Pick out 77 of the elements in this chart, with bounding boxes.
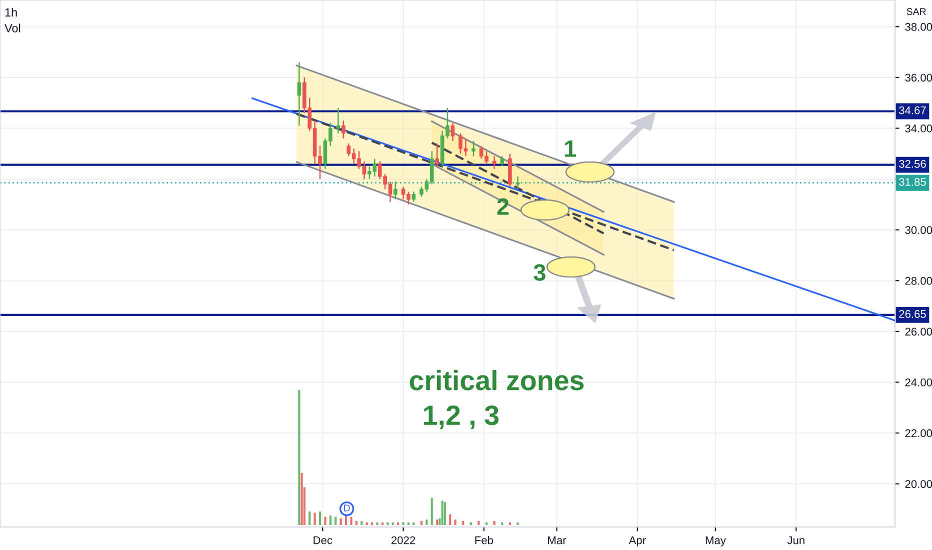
- bar: [420, 520, 423, 525]
- annotation: Vol: [4, 24, 20, 32]
- bar: [430, 498, 433, 525]
- candlestick: [450, 122, 455, 142]
- ref-line-label: 26.65: [899, 310, 926, 318]
- x-tick-label: Dec: [314, 536, 332, 544]
- bar: [308, 512, 311, 525]
- bar: [386, 522, 389, 525]
- bar: [454, 520, 456, 525]
- x-tick-label: Feb: [475, 536, 494, 544]
- y-tick-label: 22.00: [905, 429, 932, 438]
- y-tick-label: 28.00: [905, 276, 932, 285]
- y-tick-label: 30.00: [905, 226, 932, 234]
- y-tick-label: 34.00: [905, 124, 932, 132]
- y-tick-label: 26.00: [905, 328, 932, 336]
- y-tick-label: 20.00: [905, 480, 932, 488]
- bar: [366, 522, 368, 525]
- text: SAR: [906, 8, 926, 16]
- x-tick-label: May: [706, 536, 726, 546]
- bar: [334, 516, 337, 525]
- bar: [412, 522, 415, 525]
- text: 1h: [5, 8, 17, 16]
- y-tick-label: 24.00: [905, 378, 932, 386]
- bar: [441, 500, 444, 525]
- candlestick: [394, 180, 398, 200]
- candlestick: [342, 120, 346, 140]
- annotation: 2: [497, 198, 509, 215]
- bar: [298, 390, 300, 525]
- x-tick-label: Jun: [787, 536, 804, 544]
- bar: [407, 522, 410, 525]
- annotation: D: [344, 504, 350, 512]
- candlestick: [412, 191, 416, 203]
- bar: [444, 502, 446, 525]
- ref-line-label: 34.67: [899, 106, 926, 114]
- bar: [344, 516, 348, 525]
- bar: [462, 520, 464, 525]
- bar: [392, 522, 394, 525]
- bar: [350, 516, 352, 525]
- y-tick-label: 38.00: [905, 22, 932, 31]
- bar: [508, 522, 511, 525]
- candlestick: [435, 142, 440, 167]
- ref-line-label: 31.85: [899, 178, 926, 186]
- annotation: 1: [565, 140, 576, 157]
- bar: [516, 522, 519, 525]
- bar: [470, 522, 472, 525]
- annotation: critical zones: [410, 370, 584, 390]
- bar: [493, 520, 496, 525]
- x-tick-label: Apr: [628, 536, 646, 546]
- bar: [478, 520, 480, 525]
- candlestick: [500, 156, 504, 167]
- bar: [485, 522, 488, 525]
- bar: [449, 514, 452, 525]
- bar: [324, 516, 326, 525]
- bar: [355, 520, 358, 525]
- bar: [300, 473, 303, 525]
- bar: [314, 512, 316, 525]
- ref-line-label: 32.56: [899, 160, 926, 168]
- y-tick-label: 36.00: [905, 74, 932, 82]
- bar: [402, 522, 404, 525]
- bar: [426, 520, 428, 525]
- bar: [371, 522, 374, 525]
- x-tick-label: Mar: [548, 536, 566, 544]
- bar: [318, 512, 322, 525]
- bar: [397, 522, 400, 525]
- candlestick: [472, 140, 476, 157]
- x-tick-label: 2022: [391, 536, 416, 544]
- annotation: 1,2 , 3: [424, 405, 499, 430]
- annotation: 3: [534, 264, 546, 281]
- bar: [376, 522, 378, 525]
- candlestick: [297, 62, 302, 126]
- bar: [381, 522, 384, 525]
- bar: [501, 522, 504, 525]
- candlestick: [516, 176, 520, 190]
- bar: [329, 516, 332, 525]
- bar: [360, 520, 363, 525]
- bar: [340, 518, 342, 525]
- bar: [436, 520, 438, 525]
